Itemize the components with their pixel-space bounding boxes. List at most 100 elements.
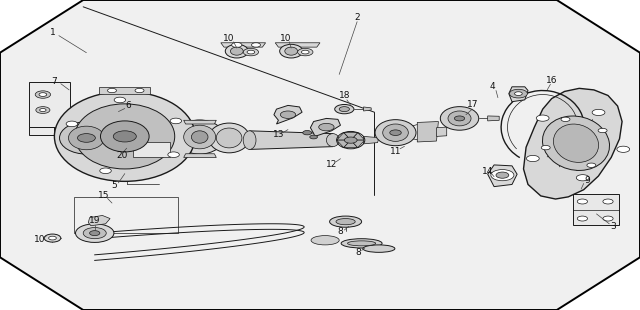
Polygon shape [250, 131, 333, 149]
Circle shape [496, 172, 509, 178]
Circle shape [603, 216, 613, 221]
Text: 3: 3 [611, 222, 616, 232]
Circle shape [252, 43, 260, 47]
Ellipse shape [375, 120, 416, 146]
Polygon shape [364, 136, 379, 144]
Polygon shape [184, 120, 216, 124]
Polygon shape [337, 133, 351, 140]
Polygon shape [88, 215, 110, 226]
Circle shape [577, 216, 588, 221]
Circle shape [168, 152, 179, 157]
Polygon shape [29, 82, 70, 127]
Circle shape [113, 131, 136, 142]
Circle shape [310, 135, 317, 139]
Ellipse shape [54, 91, 195, 181]
Text: 12: 12 [326, 160, 337, 169]
Circle shape [603, 199, 613, 204]
Text: 10: 10 [223, 34, 235, 43]
Circle shape [108, 88, 116, 93]
Ellipse shape [209, 123, 250, 153]
Polygon shape [344, 140, 358, 148]
Circle shape [301, 50, 309, 54]
Circle shape [576, 175, 589, 181]
Ellipse shape [216, 128, 242, 148]
Circle shape [66, 121, 77, 127]
Ellipse shape [243, 131, 256, 149]
Circle shape [303, 131, 312, 135]
Circle shape [344, 137, 357, 143]
Ellipse shape [363, 245, 395, 252]
Circle shape [319, 123, 334, 131]
Ellipse shape [326, 134, 339, 147]
Polygon shape [29, 127, 54, 135]
Text: 14: 14 [482, 166, 493, 176]
Circle shape [536, 115, 549, 121]
Polygon shape [364, 107, 371, 111]
Text: 6: 6 [125, 101, 131, 110]
Circle shape [39, 93, 47, 96]
Polygon shape [344, 133, 358, 140]
Circle shape [617, 146, 630, 153]
Circle shape [561, 117, 570, 122]
Ellipse shape [554, 124, 598, 162]
Ellipse shape [83, 105, 106, 120]
Circle shape [280, 111, 296, 118]
Polygon shape [274, 105, 302, 124]
Circle shape [454, 116, 465, 121]
Polygon shape [99, 87, 150, 94]
Circle shape [243, 48, 259, 56]
Circle shape [100, 168, 111, 174]
Polygon shape [488, 165, 517, 187]
Text: 10: 10 [280, 34, 292, 43]
Text: 10: 10 [34, 235, 45, 244]
Polygon shape [221, 43, 266, 47]
Text: 11: 11 [390, 147, 401, 156]
Circle shape [83, 228, 106, 239]
Polygon shape [488, 116, 499, 121]
Bar [133, 142, 170, 157]
Text: 16: 16 [546, 76, 557, 85]
Circle shape [339, 107, 349, 112]
Ellipse shape [77, 102, 113, 123]
Text: 2: 2 [355, 12, 360, 22]
Circle shape [36, 107, 50, 113]
Text: 8: 8 [356, 248, 361, 257]
Circle shape [577, 199, 588, 204]
Polygon shape [310, 118, 340, 136]
Text: 4: 4 [490, 82, 495, 91]
Ellipse shape [543, 116, 609, 170]
Ellipse shape [348, 241, 376, 246]
Ellipse shape [383, 124, 408, 141]
Ellipse shape [75, 104, 175, 169]
Text: 9: 9 [585, 176, 590, 185]
Circle shape [298, 48, 313, 56]
Ellipse shape [336, 219, 355, 225]
Ellipse shape [311, 236, 339, 245]
Polygon shape [351, 140, 365, 148]
Polygon shape [74, 197, 178, 233]
Polygon shape [184, 154, 216, 157]
Circle shape [592, 109, 605, 116]
Ellipse shape [440, 107, 479, 130]
Ellipse shape [184, 125, 216, 149]
Circle shape [390, 130, 401, 135]
Text: 13: 13 [273, 130, 284, 140]
Circle shape [527, 155, 540, 162]
Circle shape [90, 231, 100, 236]
Circle shape [114, 97, 125, 103]
Circle shape [102, 107, 125, 118]
Ellipse shape [225, 44, 248, 58]
Circle shape [509, 89, 527, 98]
Circle shape [77, 134, 95, 142]
Text: 8: 8 [338, 227, 343, 237]
Polygon shape [337, 140, 351, 148]
Text: 7: 7 [52, 77, 57, 86]
Circle shape [76, 224, 114, 242]
Polygon shape [351, 133, 365, 140]
Ellipse shape [60, 122, 113, 154]
Polygon shape [436, 127, 447, 136]
Circle shape [587, 163, 596, 167]
Circle shape [40, 108, 46, 112]
Text: 20: 20 [116, 151, 127, 160]
Ellipse shape [448, 111, 471, 126]
